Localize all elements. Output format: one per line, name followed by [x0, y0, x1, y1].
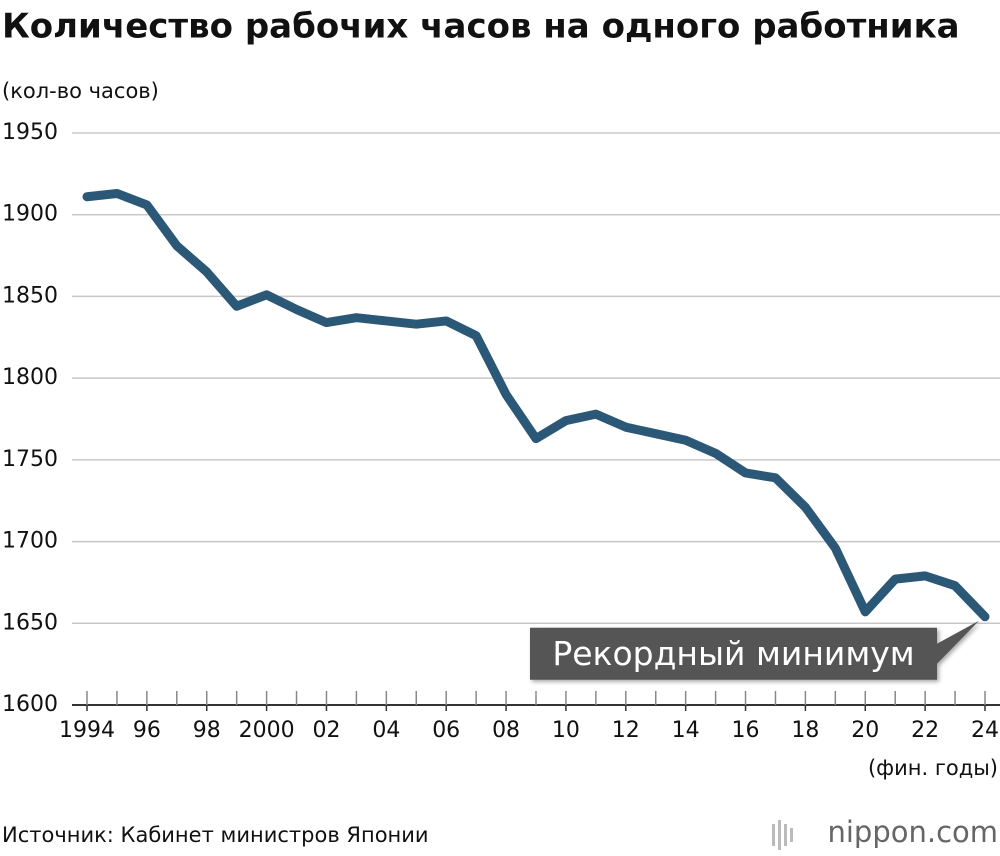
x-tick-label: 98: [193, 718, 221, 743]
x-tick-label: 20: [851, 718, 879, 743]
x-axis-label: (фин. годы): [868, 756, 998, 780]
x-tick-label: 02: [312, 718, 340, 743]
x-tick-label: 12: [612, 718, 640, 743]
x-tick-label: 96: [133, 718, 161, 743]
x-tick-label: 04: [372, 718, 400, 743]
x-tick-label: 06: [432, 718, 460, 743]
x-tick-label: 14: [672, 718, 700, 743]
y-tick-label: 1750: [2, 447, 58, 472]
data-line: [82, 188, 990, 622]
x-tick-label: 10: [552, 718, 580, 743]
y-tick-label: 1600: [2, 692, 58, 717]
x-tick-label: 2000: [239, 718, 295, 743]
y-tick-label: 1800: [2, 365, 58, 390]
annotation: Рекордный минимум: [552, 634, 914, 673]
chart-title: Количество рабочих часов на одного работ…: [2, 7, 960, 47]
y-tick-label: 1900: [2, 202, 58, 227]
annotation-box: [530, 620, 979, 680]
y-tick-label: 1650: [2, 610, 58, 635]
x-tick-label: 22: [911, 718, 939, 743]
x-tick-label: 1994: [59, 718, 115, 743]
logo-icon: [772, 820, 793, 850]
logo: nippon.com: [827, 815, 998, 849]
y-tick-label: 1700: [2, 529, 58, 554]
x-tick-label: 18: [791, 718, 819, 743]
y-tick-label: 1950: [2, 120, 58, 145]
x-tick-label: 08: [492, 718, 520, 743]
y-tick-label: 1850: [2, 283, 58, 308]
source: Источник: Кабинет министров Японии: [2, 823, 429, 847]
y-axis-label: (кол-во часов): [2, 79, 159, 103]
x-tick-label: 24: [971, 718, 999, 743]
x-tick-label: 16: [732, 718, 760, 743]
